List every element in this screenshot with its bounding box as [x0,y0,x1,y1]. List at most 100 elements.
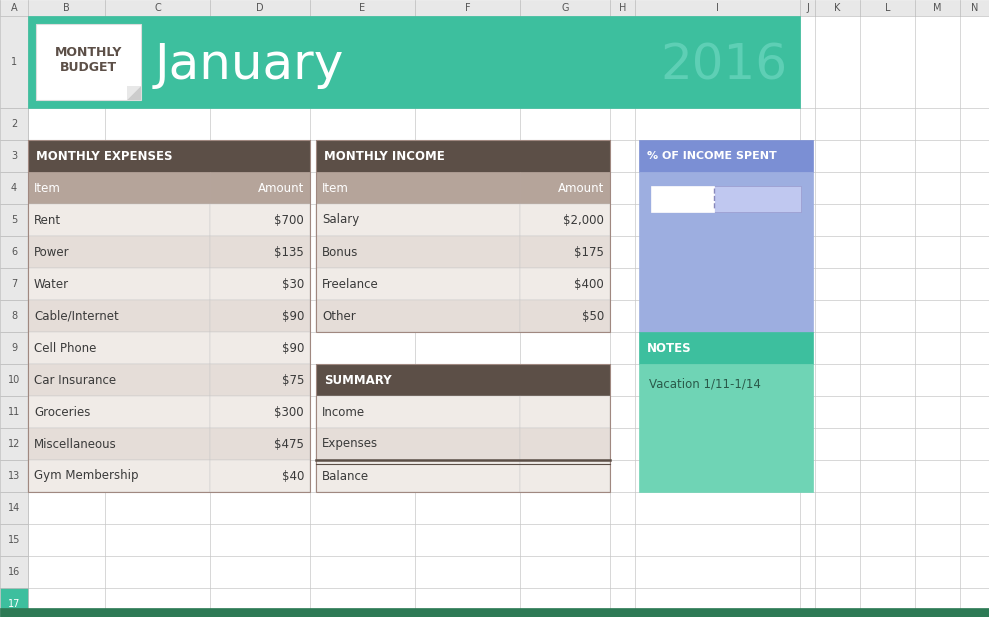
Bar [28,140,310,172]
Text: B: B [63,3,70,13]
Text: 11: 11 [8,407,20,417]
Bar [520,300,610,332]
Text: C: C [154,3,161,13]
Polygon shape [127,86,141,100]
Text: I: I [716,3,719,13]
Bar [210,332,310,364]
Bar [0,108,28,140]
Bar [639,140,813,172]
Bar [210,460,310,492]
Bar [0,300,28,332]
Text: Rent: Rent [34,213,61,226]
Text: MONTHLY INCOME: MONTHLY INCOME [324,149,445,162]
Text: SUMMARY: SUMMARY [324,373,392,386]
Bar [639,332,813,364]
Text: Miscellaneous: Miscellaneous [34,437,117,450]
Bar [0,172,28,204]
Text: $90: $90 [282,341,304,355]
Bar [28,396,210,428]
Bar [0,608,989,617]
Text: M: M [934,3,942,13]
Text: 3: 3 [11,151,17,161]
Bar [28,236,210,268]
Text: Item: Item [34,181,61,194]
Text: % OF INCOME SPENT: % OF INCOME SPENT [647,151,776,161]
Bar [28,300,210,332]
Bar [210,396,310,428]
Text: $400: $400 [575,278,604,291]
Text: 13: 13 [8,471,20,481]
Text: 2: 2 [11,119,17,129]
Bar [639,172,813,332]
Bar [316,268,520,300]
Text: E: E [359,3,366,13]
Bar [0,492,28,524]
Text: Gym Membership: Gym Membership [34,470,138,482]
Text: NOTES: NOTES [647,341,691,355]
Bar [639,364,813,492]
Text: Expenses: Expenses [322,437,378,450]
Bar [520,268,610,300]
Text: 6: 6 [11,247,17,257]
Text: Other: Other [322,310,356,323]
Text: 9: 9 [11,343,17,353]
Text: Item: Item [322,181,349,194]
Bar [0,364,28,396]
Text: $175: $175 [575,246,604,259]
Bar [520,236,610,268]
Bar [0,204,28,236]
Bar [316,140,610,332]
Bar [28,204,210,236]
Text: G: G [561,3,569,13]
Text: Balance: Balance [322,470,369,482]
Bar [316,300,520,332]
Text: 8: 8 [11,311,17,321]
Bar [36,24,141,100]
Text: Groceries: Groceries [34,405,90,418]
Bar [210,204,310,236]
Bar [0,140,28,172]
Bar [316,204,520,236]
Bar [210,236,310,268]
Bar [0,236,28,268]
Bar [0,524,28,556]
Text: Cell Phone: Cell Phone [34,341,96,355]
Bar [0,16,28,108]
Bar [316,396,520,428]
Text: Salary: Salary [322,213,359,226]
Text: J: J [806,3,809,13]
Text: 15: 15 [8,535,20,545]
Text: $700: $700 [274,213,304,226]
Text: $90: $90 [282,310,304,323]
Bar [28,428,210,460]
Text: 16: 16 [8,567,20,577]
Bar [520,428,610,460]
Bar [651,186,714,212]
Text: $30: $30 [282,278,304,291]
Text: $40: $40 [282,470,304,482]
Text: Income: Income [322,405,365,418]
Text: Car Insurance: Car Insurance [34,373,116,386]
Bar [520,460,610,492]
Bar [210,268,310,300]
Bar [520,204,610,236]
Text: K: K [835,3,841,13]
Text: 1: 1 [11,57,17,67]
Bar [0,428,28,460]
Text: H: H [619,3,626,13]
Bar [28,140,310,492]
Bar [316,364,610,396]
Bar [28,364,210,396]
Text: L: L [885,3,890,13]
Bar [520,172,610,204]
Text: $135: $135 [274,246,304,259]
Bar [651,186,801,212]
Text: MONTHLY
BUDGET: MONTHLY BUDGET [54,46,123,74]
Text: 17: 17 [8,599,20,609]
Text: January: January [155,41,344,89]
Bar [0,588,28,617]
Text: MONTHLY EXPENSES: MONTHLY EXPENSES [36,149,172,162]
Bar [0,460,28,492]
Text: $300: $300 [274,405,304,418]
Text: Power: Power [34,246,69,259]
